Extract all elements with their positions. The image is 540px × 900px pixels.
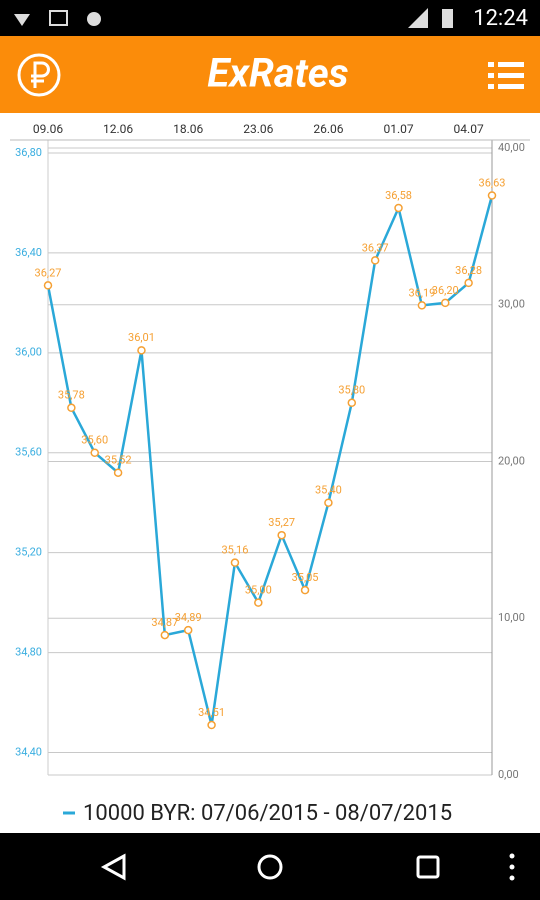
value-label: 36,20 — [432, 284, 459, 297]
status-icons — [14, 8, 453, 28]
ruble-sign[interactable] — [31, 61, 50, 88]
nav-bar — [0, 833, 540, 900]
wifi-icon — [14, 14, 30, 26]
point — [90, 448, 99, 458]
value-label: 34,89 — [175, 611, 202, 624]
y-tick-label: 35,20 — [15, 546, 42, 559]
y-tick-label: 36,00 — [15, 346, 42, 359]
content — [0, 113, 540, 833]
point — [207, 720, 216, 730]
app-title: ExRates — [207, 50, 348, 97]
point — [160, 630, 170, 640]
point — [277, 530, 286, 540]
y-tick-label: 34,80 — [15, 646, 42, 659]
point — [113, 468, 123, 477]
value-label: 36,37 — [362, 241, 389, 254]
point — [137, 346, 146, 355]
value-label: 35,40 — [315, 484, 342, 497]
value-label: 36,01 — [128, 331, 155, 344]
x-tick-label: 04.07 — [454, 122, 484, 136]
value-label: 36,28 — [455, 264, 482, 277]
clock: 12:24 — [473, 6, 528, 31]
menu-line[interactable] — [498, 62, 524, 67]
value-label: 36,27 — [35, 266, 62, 279]
chart: 34,40 34,80 35,20 35,60 36,00 36,40 36,80 0,00 1… — [10, 122, 530, 826]
point — [487, 191, 497, 200]
currency-icon[interactable] — [17, 53, 61, 97]
y2-tick-label: 10,00 — [498, 611, 525, 624]
point — [43, 281, 53, 290]
legend-label: 10000 BYR: 07/06/2015 - 08/07/2015 — [83, 801, 452, 826]
currency-button[interactable] — [17, 53, 61, 97]
point — [230, 558, 240, 567]
value-label: 35,60 — [81, 434, 108, 447]
x-tick-label: 01.07 — [383, 122, 413, 136]
menu-dot[interactable] — [488, 73, 494, 78]
home-button[interactable] — [257, 854, 283, 880]
y2-tick-label: 30,00 — [498, 298, 525, 311]
battery-icon — [442, 9, 453, 28]
value-label: 35,52 — [105, 454, 132, 467]
point — [347, 398, 357, 408]
menu-dot[interactable] — [488, 84, 494, 89]
point — [370, 256, 380, 265]
app-bar — [0, 36, 540, 113]
value-label: 35,16 — [221, 544, 248, 557]
menu-line[interactable] — [498, 73, 524, 78]
value-label: 36,19 — [408, 286, 435, 299]
y-tick-label: 36,80 — [15, 146, 42, 159]
point — [183, 625, 193, 635]
x-tick-label: 26.06 — [313, 122, 343, 136]
point — [394, 203, 403, 213]
x-tick-label: 18.06 — [173, 122, 203, 136]
point — [324, 498, 333, 507]
point — [254, 598, 263, 607]
menu-button[interactable] — [488, 62, 524, 89]
value-label: 35,78 — [58, 389, 85, 402]
y2-tick-label: 40,00 — [498, 141, 525, 154]
dot[interactable] — [509, 853, 515, 859]
menu-line[interactable] — [498, 84, 524, 89]
point — [441, 298, 450, 308]
y-tick-label: 34,40 — [15, 745, 42, 758]
menu-dot[interactable] — [488, 62, 494, 67]
value-label: 35,05 — [292, 571, 319, 584]
signal-icon — [408, 8, 428, 28]
x-tick-label: 12.06 — [103, 122, 133, 136]
value-label: 36,63 — [479, 176, 506, 189]
dot[interactable] — [509, 875, 515, 881]
value-label: 35,00 — [245, 584, 272, 597]
point — [300, 585, 310, 595]
back-button[interactable] — [100, 853, 126, 881]
dot[interactable] — [509, 864, 515, 870]
status-bar — [0, 0, 540, 36]
value-label: 34,87 — [151, 616, 178, 629]
value-label: 35,27 — [268, 516, 295, 529]
point — [464, 278, 473, 288]
recents-button[interactable] — [416, 855, 440, 879]
value-label: 35,80 — [338, 384, 365, 397]
value-label: 34,51 — [198, 706, 225, 719]
image-icon — [49, 10, 68, 26]
line-series — [46, 195, 494, 726]
y2-tick-label: 0,00 — [498, 768, 519, 781]
point — [67, 403, 76, 413]
value-label: 36,58 — [385, 189, 412, 202]
android-icon — [87, 12, 101, 26]
overflow-button[interactable] — [509, 853, 515, 881]
y-tick-label: 35,60 — [15, 446, 42, 459]
point — [417, 301, 427, 310]
y-tick-label: 36,40 — [15, 246, 42, 259]
x-tick-label: 23.06 — [243, 122, 273, 136]
y2-tick-label: 20,00 — [498, 454, 525, 467]
x-tick-label: 09.06 — [33, 122, 63, 136]
